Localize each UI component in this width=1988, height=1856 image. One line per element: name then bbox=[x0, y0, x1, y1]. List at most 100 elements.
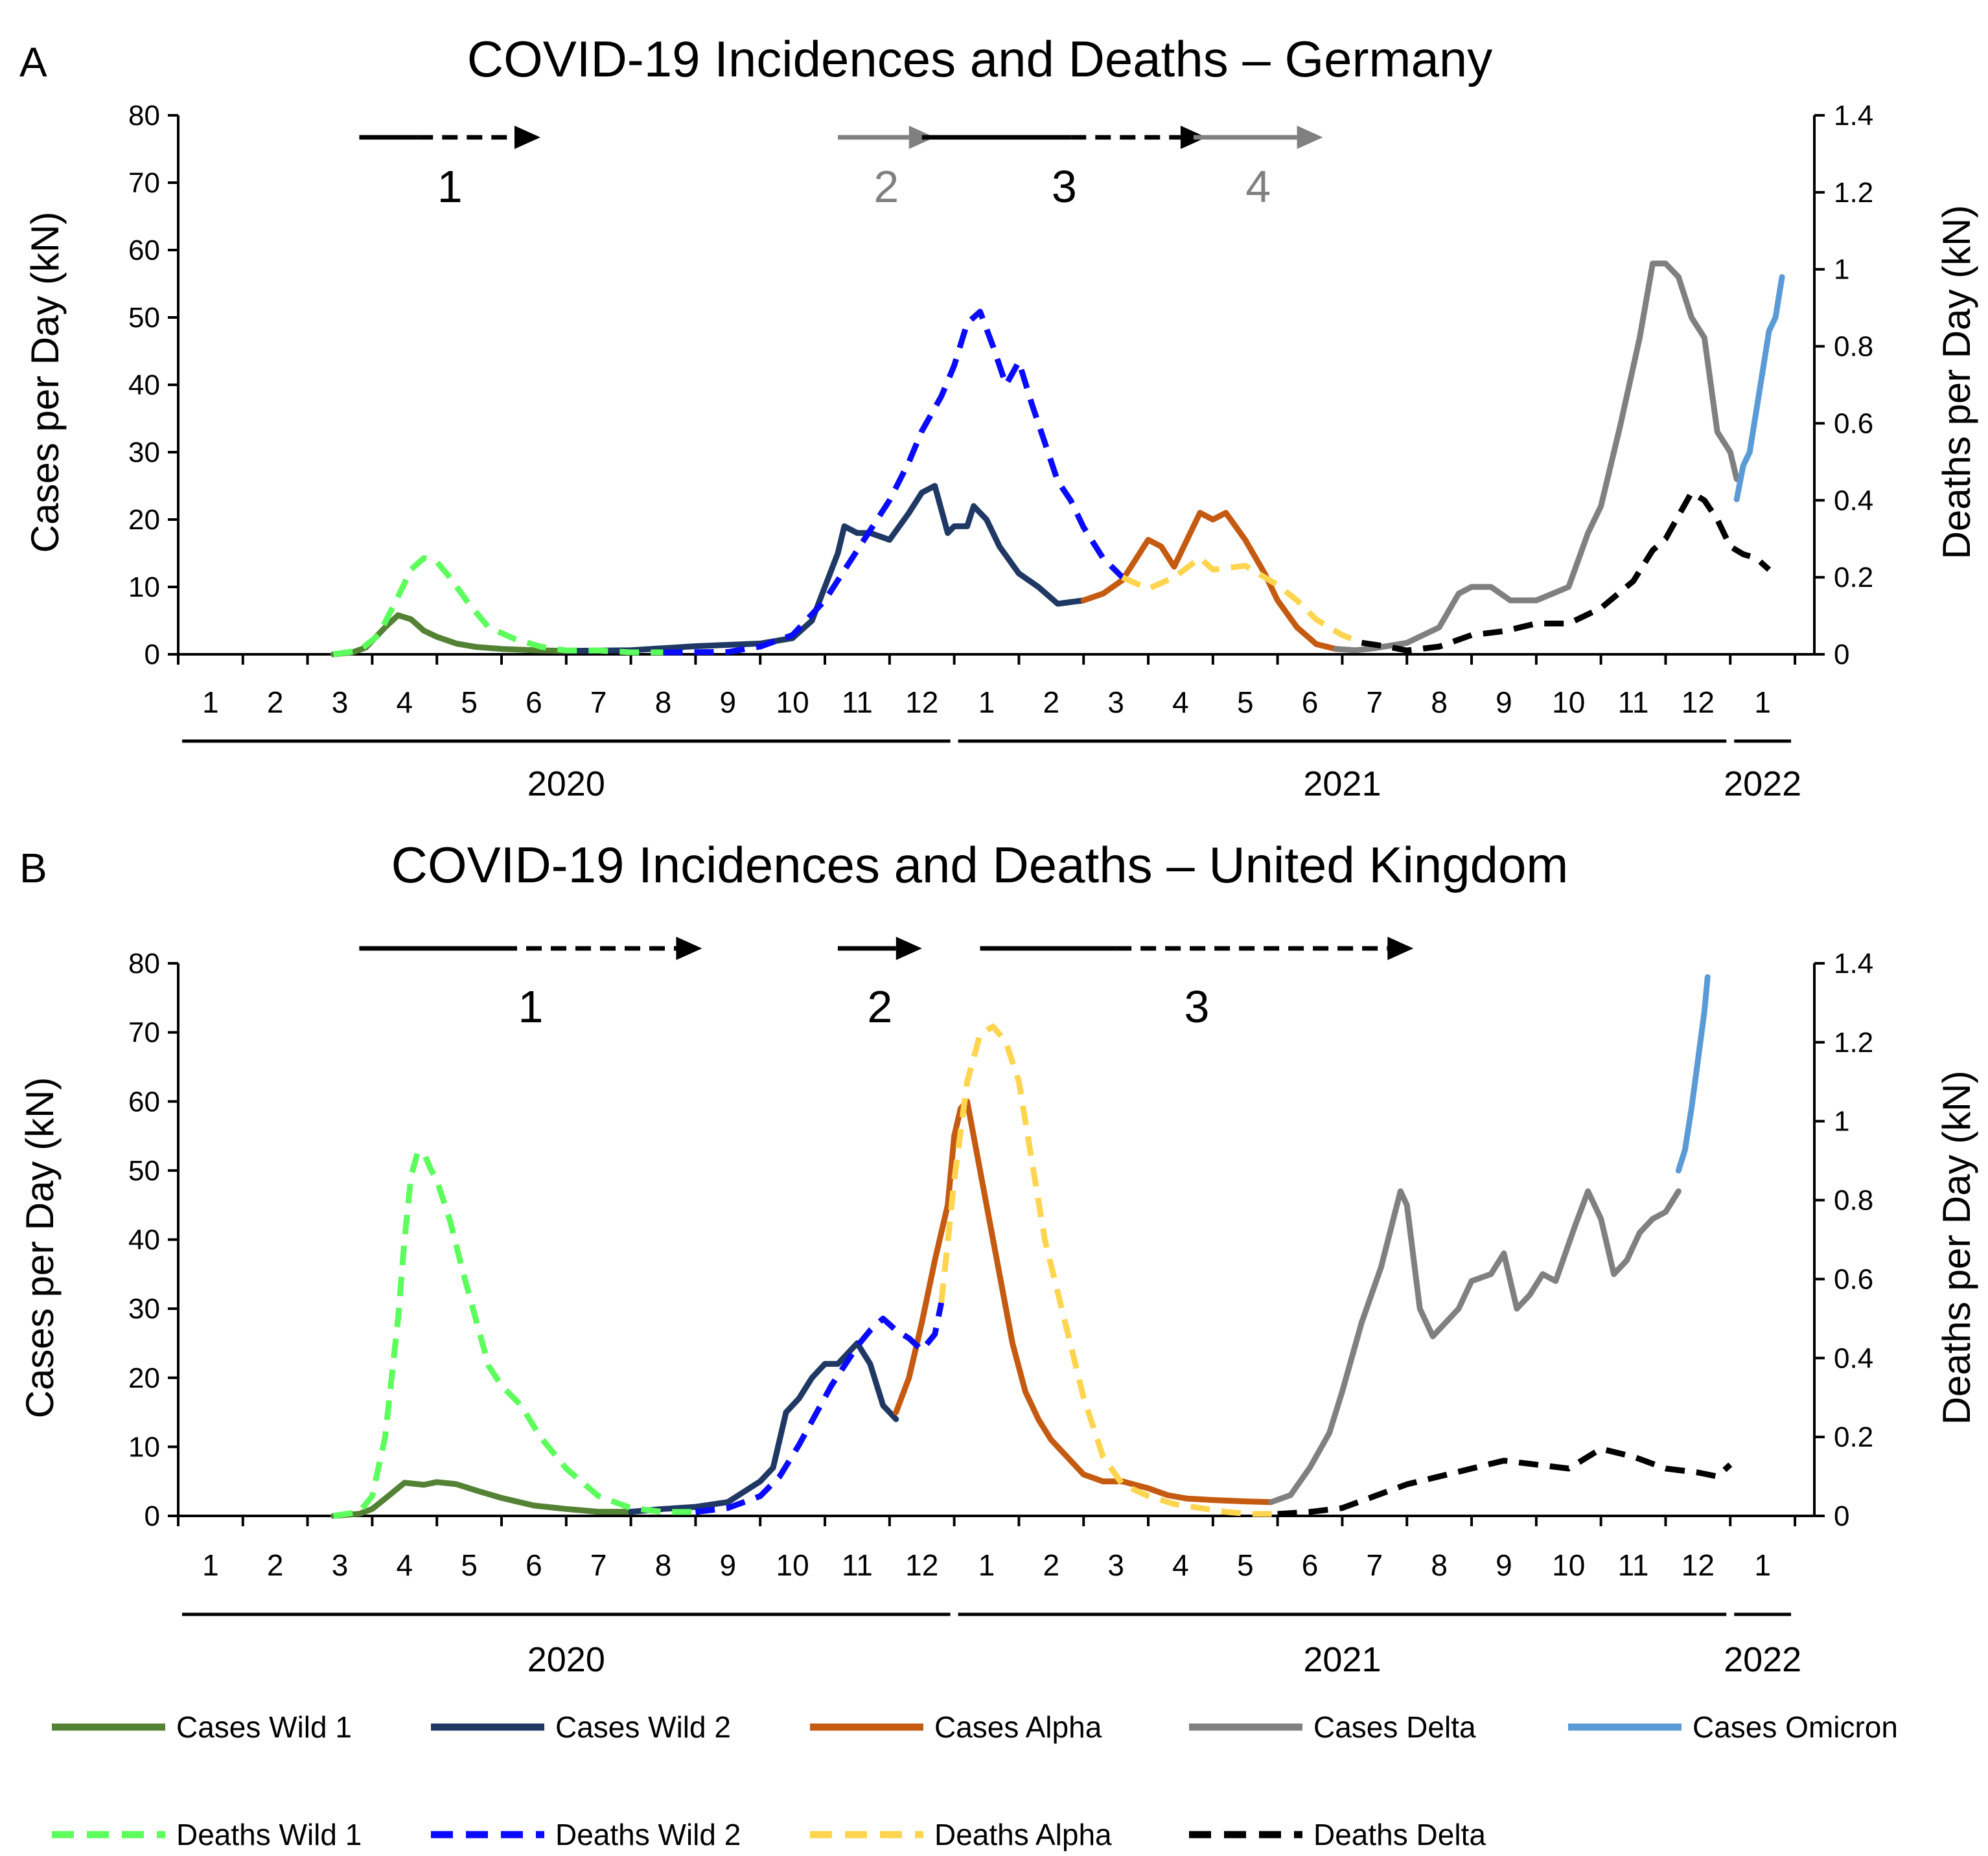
y-tick-label-left: 80 bbox=[128, 948, 160, 980]
y-tick-label-left: 0 bbox=[144, 639, 160, 670]
legend-label: Deaths Alpha bbox=[934, 1818, 1112, 1851]
x-tick-label-month: 5 bbox=[1237, 685, 1254, 719]
phase-arrows: 1 2 3 4 bbox=[359, 126, 1323, 212]
y-tick-label-left: 40 bbox=[128, 1224, 160, 1256]
x-tick-label-month: 7 bbox=[590, 685, 607, 719]
axes bbox=[168, 114, 1825, 665]
x-tick-label-month: 1 bbox=[978, 1548, 995, 1582]
x-tick-label-month: 11 bbox=[1618, 685, 1649, 719]
y-tick-label-right: 0.2 bbox=[1834, 562, 1873, 593]
y-tick-label-right: 0 bbox=[1834, 1500, 1849, 1532]
x-tick-label-month: 6 bbox=[526, 685, 542, 719]
series-line-deaths-alpha bbox=[938, 1024, 1278, 1517]
x-tick-label-month: 8 bbox=[1431, 1548, 1448, 1582]
legend-label: Cases Wild 2 bbox=[555, 1710, 731, 1744]
x-tick-label-month: 11 bbox=[842, 1548, 873, 1582]
y-axis-label-right: Deaths per Day (kN) bbox=[1935, 1071, 1978, 1425]
y-tick-label-left: 40 bbox=[128, 369, 160, 401]
legend-label: Cases Omicron bbox=[1693, 1710, 1898, 1744]
series-line-deaths-wild1 bbox=[332, 555, 664, 658]
x-tick-label-month: 4 bbox=[397, 1548, 413, 1582]
legend-entry: Cases Wild 2 bbox=[431, 1710, 731, 1744]
x-tick-label-month: 2 bbox=[267, 1548, 284, 1582]
series-line-deaths-wild2 bbox=[663, 308, 1125, 656]
phase-label: 1 bbox=[518, 981, 543, 1032]
y-tick-label-right: 1 bbox=[1834, 254, 1849, 286]
phase-label: 4 bbox=[1245, 161, 1271, 212]
x-tick-label-month: 12 bbox=[1682, 1548, 1715, 1582]
x-tick-label-month: 3 bbox=[1107, 1548, 1124, 1582]
x-tick-label-month: 12 bbox=[905, 1548, 938, 1582]
x-tick-label-month: 6 bbox=[1302, 1548, 1319, 1582]
year-label: 2022 bbox=[1724, 1640, 1801, 1679]
x-tick-label-month: 9 bbox=[1496, 685, 1512, 719]
x-tick-label-month: 10 bbox=[1552, 685, 1585, 719]
y-axis-label-left: Cases per Day (kN) bbox=[18, 1077, 62, 1419]
legend-label: Deaths Wild 1 bbox=[176, 1818, 362, 1851]
y-tick-label-left: 70 bbox=[128, 167, 160, 199]
x-tick-label-month: 12 bbox=[905, 685, 938, 719]
legend-entry: Cases Alpha bbox=[810, 1710, 1102, 1744]
year-brackets: 2020 2021 2022 bbox=[182, 1612, 1801, 1679]
x-tick-label-month: 6 bbox=[526, 1548, 542, 1582]
phase-arrow-head bbox=[1387, 937, 1414, 960]
phase-label: 2 bbox=[873, 161, 899, 212]
x-tick-label-month: 2 bbox=[267, 685, 284, 719]
x-tick-label-month: 7 bbox=[1367, 1548, 1383, 1582]
x-tick-label-month: 11 bbox=[1618, 1548, 1649, 1582]
x-tick-label-month: 2 bbox=[1043, 685, 1060, 719]
x-tick-label-month: 3 bbox=[1107, 685, 1124, 719]
phase-label: 2 bbox=[867, 981, 892, 1032]
phase-arrow-head bbox=[896, 937, 922, 960]
x-tick-label-month: 4 bbox=[1172, 1548, 1189, 1582]
legend-entry: Deaths Wild 1 bbox=[52, 1818, 362, 1851]
x-tick-label-month: 8 bbox=[655, 685, 672, 719]
x-tick-label-month: 7 bbox=[1367, 685, 1383, 719]
x-tick-label-month: 6 bbox=[1302, 685, 1319, 719]
y-tick-label-right: 1.4 bbox=[1834, 948, 1873, 980]
y-axis-label-left: Cases per Day (kN) bbox=[23, 212, 67, 553]
x-tick-label-month: 3 bbox=[332, 1548, 349, 1582]
legend-entry: Cases Omicron bbox=[1568, 1710, 1898, 1744]
series-line-cases-wild1 bbox=[330, 1479, 634, 1519]
legend-entry: Deaths Delta bbox=[1189, 1818, 1486, 1851]
x-tick-label-month: 8 bbox=[655, 1548, 672, 1582]
phase-arrow-head bbox=[1297, 126, 1323, 149]
panel-united-kingdom: B COVID-19 Incidences and Deaths – Unite… bbox=[18, 836, 1978, 1679]
legend-entry: Deaths Wild 2 bbox=[431, 1818, 741, 1851]
year-brackets: 2020 2021 2022 bbox=[182, 739, 1801, 803]
y-tick-label-right: 0.6 bbox=[1834, 407, 1873, 439]
x-tick-label-month: 8 bbox=[1431, 685, 1448, 719]
panel-letter: A bbox=[19, 39, 47, 86]
phase-label: 1 bbox=[437, 161, 463, 212]
panel-letter: B bbox=[19, 845, 47, 891]
y-tick-label-left: 30 bbox=[128, 437, 160, 468]
phase-arrow bbox=[837, 937, 922, 960]
x-tick-label-month: 1 bbox=[978, 685, 995, 719]
y-tick-label-left: 60 bbox=[128, 235, 160, 266]
y-tick-label-left: 10 bbox=[128, 1431, 160, 1463]
y-axis-label-right: Deaths per Day (kN) bbox=[1935, 205, 1978, 560]
legend-label: Deaths Delta bbox=[1313, 1818, 1486, 1851]
y-tick-label-right: 1.2 bbox=[1834, 177, 1873, 209]
legend-label: Cases Wild 1 bbox=[176, 1710, 352, 1744]
x-tick-label-month: 5 bbox=[1237, 1548, 1254, 1582]
series-line-cases-alpha bbox=[893, 1098, 1275, 1506]
phase-arrow-head bbox=[514, 126, 540, 149]
year-label: 2020 bbox=[527, 1640, 605, 1679]
panel-germany: A COVID-19 Incidences and Deaths – Germa… bbox=[19, 30, 1978, 803]
y-tick-label-left: 70 bbox=[128, 1017, 160, 1049]
x-tick-label-month: 5 bbox=[461, 685, 478, 719]
series-line-deaths-delta bbox=[1277, 1445, 1733, 1517]
phase-label: 3 bbox=[1052, 161, 1077, 212]
legend-label: Cases Alpha bbox=[934, 1710, 1102, 1744]
x-tick-label-month: 1 bbox=[202, 685, 219, 719]
series-line-deaths-wild2 bbox=[695, 1302, 945, 1515]
x-tick-label-month: 11 bbox=[842, 685, 873, 719]
chart-title: COVID-19 Incidences and Deaths – United … bbox=[391, 836, 1569, 893]
legend-entry: Deaths Alpha bbox=[810, 1818, 1112, 1851]
x-tick-label-month: 12 bbox=[1682, 685, 1715, 719]
y-tick-label-left: 30 bbox=[128, 1293, 160, 1325]
series-line-cases-delta bbox=[1268, 1188, 1682, 1506]
